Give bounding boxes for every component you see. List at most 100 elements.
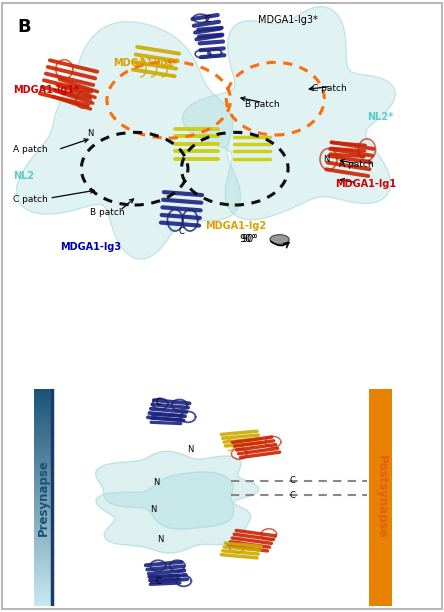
Bar (35, 389, 52, 390)
Bar (35, 508, 52, 509)
Bar (35, 484, 52, 485)
Bar (35, 442, 52, 443)
Text: N: N (87, 129, 93, 138)
Bar (35, 593, 52, 594)
Bar (35, 497, 52, 498)
Bar (35, 512, 52, 513)
Bar (35, 589, 52, 591)
Bar (35, 429, 52, 430)
Bar (35, 573, 52, 575)
Bar (35, 454, 52, 455)
Text: MDGA1-Ig3: MDGA1-Ig3 (60, 242, 121, 252)
Bar (35, 408, 52, 409)
Bar (35, 468, 52, 469)
Bar (35, 599, 52, 600)
Text: N: N (187, 445, 193, 454)
Bar (35, 517, 52, 518)
Bar (35, 445, 52, 446)
Bar (35, 467, 52, 468)
Bar (35, 521, 52, 522)
Text: Presynapse: Presynapse (36, 459, 49, 536)
Bar (35, 487, 52, 488)
Polygon shape (95, 451, 259, 529)
Bar (35, 449, 52, 450)
Bar (35, 520, 52, 521)
Text: C: C (155, 398, 161, 407)
Ellipse shape (270, 234, 289, 244)
Bar (35, 550, 52, 551)
Bar (35, 559, 52, 560)
Bar (35, 529, 52, 530)
Bar (35, 421, 52, 422)
Bar (35, 404, 52, 405)
Bar (35, 476, 52, 477)
Bar (35, 480, 52, 481)
Bar (35, 582, 52, 583)
Bar (35, 391, 52, 392)
Bar (35, 490, 52, 491)
Bar (35, 524, 52, 526)
Bar (35, 556, 52, 557)
Bar (35, 543, 52, 544)
Bar (35, 424, 52, 425)
Bar (35, 482, 52, 483)
Bar (35, 554, 52, 555)
Bar (35, 581, 52, 582)
Bar (35, 428, 52, 429)
Bar (35, 603, 52, 605)
Bar (35, 532, 52, 533)
Text: C: C (289, 476, 295, 485)
Bar (35, 547, 52, 548)
Bar (35, 528, 52, 529)
Bar (35, 465, 52, 466)
Bar (35, 438, 52, 439)
Bar (35, 452, 52, 453)
Bar (35, 447, 52, 449)
Bar (35, 493, 52, 494)
Bar (35, 572, 52, 573)
Bar (35, 561, 52, 562)
Bar (35, 491, 52, 492)
Bar (35, 504, 52, 505)
Bar (35, 571, 52, 572)
Bar (35, 436, 52, 438)
Bar (35, 567, 52, 568)
Polygon shape (182, 7, 395, 220)
Bar (35, 526, 52, 528)
Bar (35, 505, 52, 506)
Bar (35, 506, 52, 507)
Bar (35, 537, 52, 539)
Bar (35, 396, 52, 397)
Bar (35, 518, 52, 519)
Bar (35, 455, 52, 456)
Bar (35, 420, 52, 421)
Text: C: C (204, 15, 210, 24)
Bar (35, 398, 52, 400)
Bar (35, 499, 52, 501)
Bar (35, 471, 52, 472)
Bar (35, 530, 52, 531)
Bar (35, 540, 52, 541)
Bar (35, 557, 52, 558)
Text: B patch: B patch (90, 208, 124, 217)
Bar (35, 414, 52, 415)
Bar (35, 578, 52, 579)
Bar (35, 510, 52, 512)
Bar (35, 430, 52, 431)
Bar (35, 432, 52, 433)
Text: NL2*: NL2* (367, 112, 393, 122)
Bar (35, 560, 52, 561)
Bar (35, 523, 52, 524)
Bar (35, 495, 52, 496)
Bar (35, 542, 52, 543)
Bar (35, 548, 52, 550)
Bar (35, 444, 52, 445)
Bar (35, 605, 52, 606)
Text: B patch: B patch (246, 100, 280, 110)
Bar (35, 441, 52, 442)
Text: C patch: C patch (312, 84, 346, 93)
Text: N: N (157, 535, 163, 544)
Bar (35, 539, 52, 540)
Bar (35, 534, 52, 536)
Bar (35, 522, 52, 523)
